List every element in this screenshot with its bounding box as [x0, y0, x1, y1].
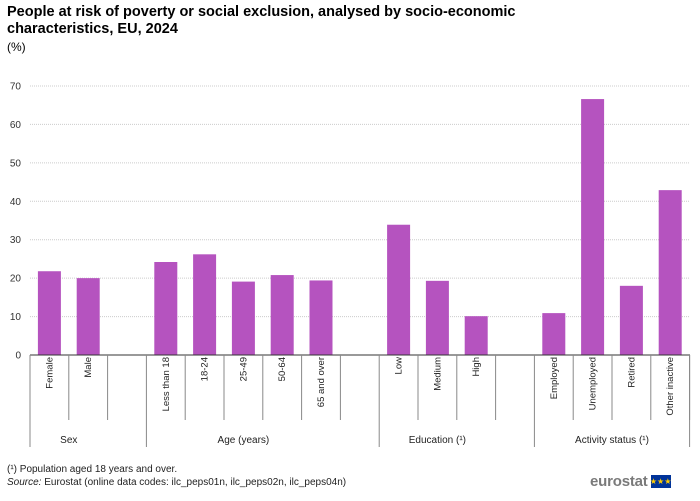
- category-label: Medium: [432, 357, 443, 391]
- bar: [270, 275, 294, 355]
- bar: [542, 313, 566, 355]
- y-tick-label: 20: [10, 274, 22, 285]
- bar: [464, 316, 488, 355]
- group-label: Age (years): [218, 435, 270, 446]
- category-label: Employed: [549, 357, 560, 399]
- group-label: Sex: [60, 435, 77, 446]
- source-label: Source:: [7, 477, 42, 488]
- category-label: Less than 18: [161, 357, 172, 411]
- eu-flag-stars: ★★★: [649, 476, 672, 486]
- eu-flag-icon: ★★★: [649, 475, 672, 488]
- bar: [581, 99, 605, 356]
- category-label: Other inactive: [665, 357, 676, 416]
- bar-chart: 0 10 20 30 40 50 60 70 Female Male Sex Less than 18…: [10, 82, 691, 447]
- category-label: Unemployed: [588, 357, 599, 410]
- bar: [154, 262, 178, 355]
- source-note: Source: Eurostat (online data codes: ilc…: [7, 477, 346, 488]
- bar: [387, 224, 411, 355]
- grid-layer: [30, 85, 690, 318]
- footnote: (¹) Population aged 18 years and over.: [7, 464, 178, 475]
- category-label: 25-49: [238, 357, 249, 381]
- bar: [193, 254, 217, 355]
- y-tick-label: 40: [10, 197, 22, 208]
- logo-text: eurostat: [590, 473, 648, 490]
- category-label: High: [471, 357, 482, 377]
- source-text: Eurostat (online data codes: ilc_peps01n…: [41, 477, 347, 488]
- y-tick-label: 60: [10, 120, 22, 131]
- y-tick-label: 50: [10, 158, 22, 169]
- category-label: Male: [83, 357, 94, 378]
- category-label: 18-24: [200, 357, 211, 381]
- chart-title: People at risk of poverty or social excl…: [7, 4, 516, 37]
- unit-label: (%): [7, 40, 26, 54]
- y-tick-label: 70: [10, 82, 22, 93]
- bar: [309, 280, 333, 355]
- bar-layer: [37, 99, 682, 356]
- y-tick-label: 30: [10, 235, 22, 246]
- category-label: 50-64: [277, 357, 288, 381]
- bar: [37, 271, 61, 355]
- category-label: Retired: [626, 357, 637, 388]
- axis-layer: 0 10 20 30 40 50 60 70 Female Male Sex Less than 18…: [10, 82, 691, 447]
- y-tick-label: 0: [15, 351, 21, 362]
- bar: [425, 280, 449, 355]
- bar: [658, 190, 682, 355]
- bar: [231, 281, 255, 355]
- bar: [619, 285, 643, 355]
- group-label: Education (¹): [409, 435, 466, 446]
- bar: [76, 278, 100, 355]
- category-label: Female: [44, 357, 55, 389]
- y-tick-label: 10: [10, 312, 22, 323]
- eurostat-logo: eurostat ★★★: [590, 473, 671, 490]
- category-label: 65 and over: [316, 357, 327, 407]
- group-label: Activity status (¹): [575, 435, 649, 446]
- category-label: Low: [394, 357, 405, 375]
